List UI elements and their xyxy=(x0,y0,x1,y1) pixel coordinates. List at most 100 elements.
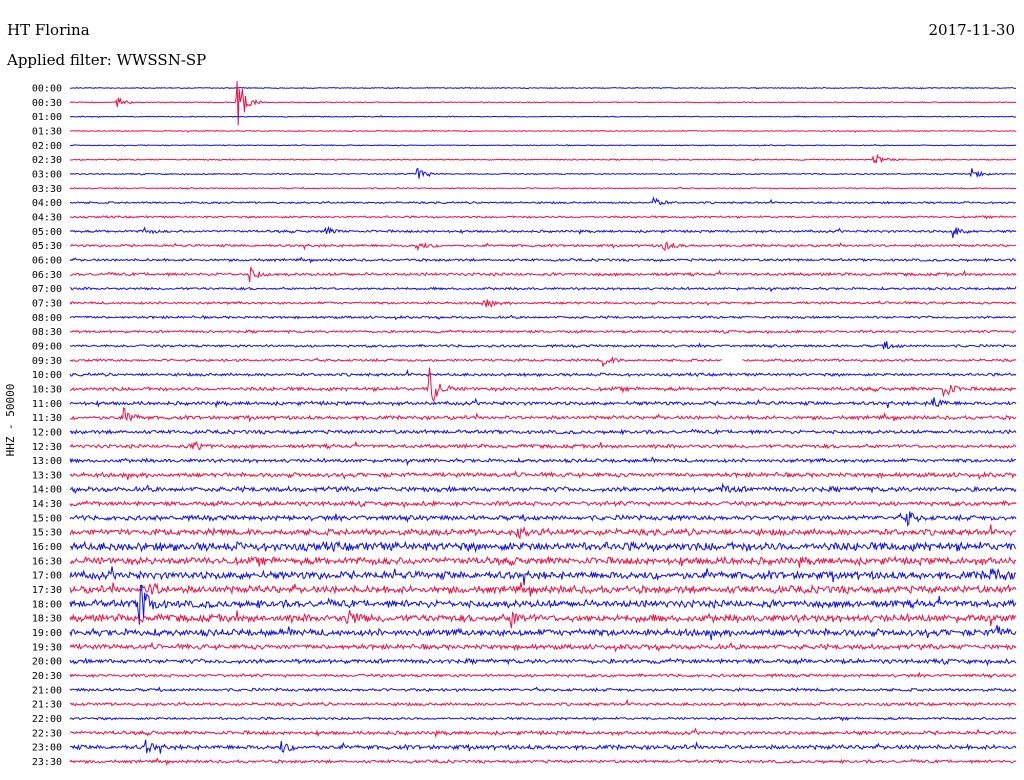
trace-line xyxy=(69,114,1017,119)
trace-line xyxy=(69,566,1017,586)
trace-line xyxy=(69,355,1017,367)
trace-line xyxy=(69,610,1017,629)
trace-line xyxy=(69,81,1016,126)
row-time-label: 18:00 xyxy=(32,599,62,610)
row-time-label: 02:00 xyxy=(32,141,62,152)
trace-line xyxy=(69,624,1017,641)
row-time-label: 16:30 xyxy=(32,556,62,567)
row-time-label: 22:00 xyxy=(32,714,62,725)
row-time-label: 23:30 xyxy=(32,757,62,768)
row-time-label: 01:00 xyxy=(32,112,62,123)
trace-line xyxy=(69,299,1017,308)
trace-line xyxy=(69,757,1017,767)
filter-label: Applied filter: WWSSN-SP xyxy=(7,51,207,69)
row-time-label: 09:00 xyxy=(32,341,62,352)
trace-line xyxy=(69,671,1017,679)
trace-line xyxy=(69,716,1017,722)
row-time-label: 08:00 xyxy=(32,313,62,324)
row-time-label: 02:30 xyxy=(32,155,62,166)
trace-line xyxy=(69,657,1017,667)
row-time-label: 05:00 xyxy=(32,227,62,238)
row-time-label: 19:30 xyxy=(32,642,62,653)
row-time-label: 00:30 xyxy=(32,98,62,109)
trace-line xyxy=(69,256,1017,264)
row-time-label: 04:00 xyxy=(32,198,62,209)
row-time-label: 13:30 xyxy=(32,470,62,481)
row-time-label: 07:00 xyxy=(32,284,62,295)
row-time-label: 15:00 xyxy=(32,513,62,524)
trace-line xyxy=(70,266,1017,283)
trace-line xyxy=(69,329,1017,335)
trace-line xyxy=(69,196,1017,206)
row-time-label: 20:00 xyxy=(32,657,62,668)
station-name: HT Florina xyxy=(7,21,90,39)
trace-line xyxy=(69,241,1016,252)
trace-line xyxy=(69,456,1017,467)
row-time-label: 14:30 xyxy=(32,499,62,510)
row-time-label: 12:00 xyxy=(32,427,62,438)
row-time-label: 13:00 xyxy=(32,456,62,467)
trace-line xyxy=(69,143,1017,147)
trace-line xyxy=(69,686,1017,693)
row-time-label: 15:30 xyxy=(32,528,62,539)
trace-line xyxy=(69,641,1017,653)
trace-line xyxy=(69,428,1017,436)
row-time-label: 12:30 xyxy=(32,442,62,453)
trace-line xyxy=(69,368,1017,378)
row-time-label: 09:30 xyxy=(32,356,62,367)
trace-line xyxy=(69,511,1017,527)
trace-line xyxy=(69,186,1016,190)
row-time-label: 14:00 xyxy=(32,485,62,496)
row-time-label: 11:30 xyxy=(32,413,62,424)
trace-line xyxy=(69,129,1017,133)
row-time-label: 19:00 xyxy=(32,628,62,639)
trace-line xyxy=(69,470,1017,481)
row-time-label: 03:00 xyxy=(32,169,62,180)
trace-line xyxy=(69,555,1017,568)
row-time-label: 01:30 xyxy=(32,126,62,137)
record-date: 2017-11-30 xyxy=(928,21,1015,39)
trace-line xyxy=(69,739,1017,754)
trace-line xyxy=(69,582,1017,597)
trace-line xyxy=(69,499,1017,509)
row-time-label: 10:30 xyxy=(32,384,62,395)
row-time-label: 17:00 xyxy=(32,571,62,582)
row-time-label: 05:30 xyxy=(32,241,62,252)
trace-line xyxy=(69,153,1017,164)
row-time-label: 06:00 xyxy=(32,255,62,266)
row-time-label: 08:30 xyxy=(32,327,62,338)
trace-line xyxy=(69,167,1017,179)
row-time-label: 21:30 xyxy=(32,700,62,711)
trace-line xyxy=(69,584,1017,625)
trace-line xyxy=(69,397,1017,409)
trace-line xyxy=(69,698,1017,707)
row-time-label: 16:00 xyxy=(32,542,62,553)
trace-line xyxy=(70,214,1017,220)
trace-line xyxy=(69,341,1017,350)
trace-line xyxy=(69,482,1017,495)
trace-line xyxy=(69,367,1017,403)
row-time-label: 11:00 xyxy=(32,399,62,410)
trace-line xyxy=(69,540,1017,554)
trace-line xyxy=(69,314,1017,321)
trace-line xyxy=(69,440,1017,451)
row-time-label: 10:00 xyxy=(32,370,62,381)
row-time-label: 07:30 xyxy=(32,298,62,309)
trace-line xyxy=(69,727,1017,739)
row-time-label: 22:30 xyxy=(32,728,62,739)
row-time-label: 21:00 xyxy=(32,685,62,696)
row-time-label: 06:30 xyxy=(32,270,62,281)
row-time-label: 04:30 xyxy=(32,212,62,223)
row-time-label: 18:30 xyxy=(32,614,62,625)
trace-line xyxy=(69,225,1017,239)
trace-line xyxy=(69,407,1017,423)
trace-line xyxy=(69,524,1017,540)
row-time-label: 03:30 xyxy=(32,184,62,195)
trace-line xyxy=(69,286,1017,293)
row-time-label: 20:30 xyxy=(32,671,62,682)
row-time-label: 17:30 xyxy=(32,585,62,596)
row-time-label: 00:00 xyxy=(32,84,62,95)
row-time-label: 23:00 xyxy=(32,743,62,754)
trace-line xyxy=(69,86,1017,90)
